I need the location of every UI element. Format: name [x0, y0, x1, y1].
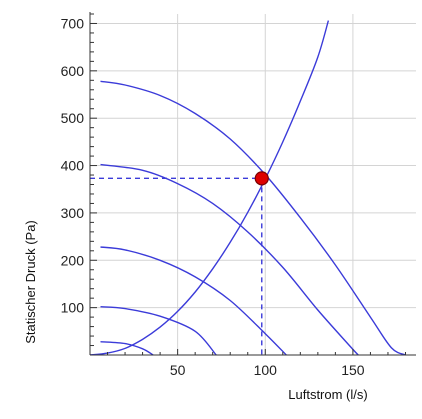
operating-point-marker [254, 171, 269, 186]
fan-curve-5 [100, 341, 154, 356]
tick-labels: 100 200 300 400 500 600 700 50 100 150 [61, 15, 365, 378]
operating-point-guides [90, 177, 263, 355]
fan-curve-4 [100, 306, 217, 356]
y-tick-label: 200 [61, 252, 85, 268]
x-tick-label: 50 [170, 362, 186, 378]
x-axis-title: Luftstrom (l/s) [288, 387, 367, 402]
x-tick-label: 150 [341, 362, 365, 378]
system-curve-group [90, 20, 330, 355]
fan-curves [100, 80, 406, 356]
grid-lines [90, 14, 416, 355]
y-tick-label: 500 [61, 110, 85, 126]
y-tick-label: 100 [61, 300, 85, 316]
y-tick-label: 400 [61, 158, 85, 174]
axes [89, 12, 416, 356]
fan-curve-1 [100, 80, 406, 356]
x-tick-label: 100 [254, 362, 278, 378]
fan-curve-3 [100, 246, 287, 356]
y-axis-title: Statischer Druck (Pa) [23, 220, 38, 344]
y-tick-label: 700 [61, 15, 85, 31]
fan-curve-2 [100, 163, 359, 356]
system-curve [90, 20, 330, 355]
operating-point-group [254, 171, 269, 186]
y-tick-label: 600 [61, 63, 85, 79]
y-tick-label: 300 [61, 205, 85, 221]
